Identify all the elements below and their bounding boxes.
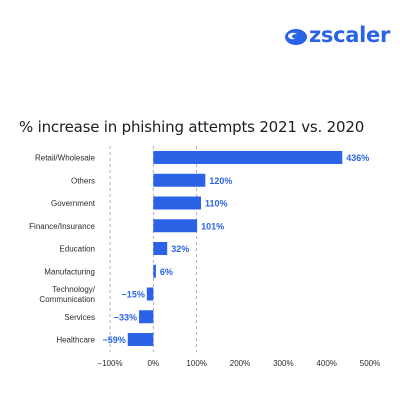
x-tick-label: 100% — [186, 359, 206, 368]
chart-title: % increase in phishing attempts 2021 vs.… — [19, 118, 365, 136]
x-tick-label: 300% — [273, 359, 293, 368]
zscaler-cloud-icon — [285, 29, 307, 45]
bar — [153, 242, 168, 255]
x-tick-label: 200% — [230, 359, 250, 368]
x-tick-label: −100% — [97, 359, 122, 368]
category-label: Education — [59, 245, 95, 254]
bar — [153, 196, 201, 210]
value-label: 32% — [171, 244, 189, 254]
bar — [153, 219, 198, 233]
category-label: Finance/Insurance — [29, 222, 95, 231]
category-label: Retail/Wholesale — [35, 154, 96, 163]
zscaler-logo: zscaler — [284, 23, 390, 51]
value-label: 120% — [209, 176, 232, 186]
category-label: Government — [51, 199, 96, 208]
value-label: −59% — [102, 335, 125, 345]
value-label: 6% — [160, 267, 173, 277]
x-tick-label: 400% — [316, 359, 336, 368]
bar — [153, 173, 206, 187]
value-label: −15% — [122, 290, 145, 300]
brand-name: zscaler — [309, 23, 391, 47]
category-label: Manufacturing — [44, 267, 95, 276]
value-label: 110% — [205, 199, 228, 209]
value-label: −33% — [114, 312, 137, 322]
category-label: Technology/Communication — [39, 285, 95, 304]
value-label: 101% — [201, 221, 224, 231]
category-label: Others — [71, 176, 95, 185]
x-tick-label: 500% — [360, 359, 380, 368]
bar — [153, 264, 156, 278]
category-label: Healthcare — [56, 336, 95, 345]
bar — [139, 310, 154, 324]
bar — [153, 151, 343, 164]
category-label: Services — [64, 313, 95, 322]
bar — [127, 333, 154, 346]
value-label: 436% — [346, 153, 369, 163]
bar — [146, 287, 154, 301]
x-tick-label: 0% — [148, 359, 160, 368]
